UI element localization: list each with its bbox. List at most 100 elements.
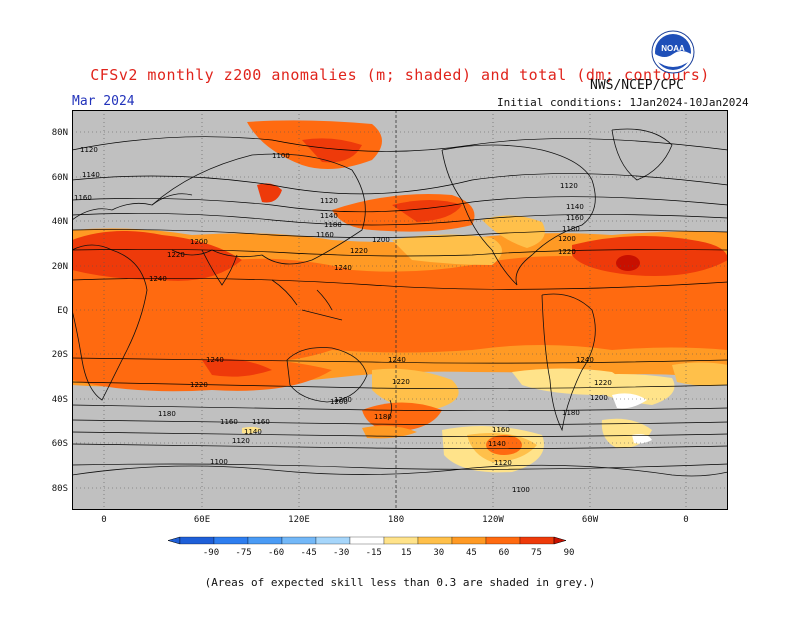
colorbar-swatch — [451, 536, 487, 545]
colorbar-swatch — [213, 536, 249, 545]
contour-label: 1140 — [488, 440, 506, 448]
colorbar-swatch — [179, 536, 215, 545]
lat-label: 20N — [52, 262, 68, 272]
colorbar-tick-label: 75 — [531, 548, 542, 558]
contour-label: 1160 — [492, 426, 510, 434]
colorbar-tick-label: 30 — [433, 548, 444, 558]
contour-label: 1100 — [512, 486, 530, 494]
longitude-axis: 0 60E 120E 180 120W 60W 0 — [101, 515, 688, 525]
colorbar-tick-label: -60 — [268, 548, 284, 558]
contour-label: 1180 — [374, 413, 392, 421]
lat-label: 60S — [52, 439, 68, 449]
contour-label: 1100 — [210, 458, 228, 466]
lat-label: 80S — [52, 484, 68, 494]
colorbar-swatch — [315, 536, 351, 545]
colorbar-swatch — [383, 536, 419, 545]
lon-label: 120E — [288, 515, 310, 525]
colorbar-min-triangle — [168, 536, 181, 545]
forecast-month: Mar 2024 — [72, 94, 135, 109]
height-contours — [72, 136, 728, 470]
skill-note: (Areas of expected skill less than 0.3 a… — [204, 576, 596, 589]
contour-label: 1240 — [334, 264, 352, 272]
contour-label: 1180 — [562, 225, 580, 233]
contour-label: 1180 — [324, 221, 342, 229]
lat-label: 60N — [52, 173, 68, 183]
colorbar-swatch — [349, 536, 385, 545]
contour-label: 1140 — [320, 212, 338, 220]
colorbar-tick-label: 45 — [466, 548, 477, 558]
contour-label: 1120 — [80, 146, 98, 154]
contour-label: 1140 — [82, 171, 100, 179]
lat-label: EQ — [57, 306, 68, 316]
contour-label: 1180 — [158, 410, 176, 418]
contour-label: 1160 — [220, 418, 238, 426]
contour-label: 1100 — [272, 152, 290, 160]
contour-label: 1220 — [594, 379, 612, 387]
contour-label: 1140 — [566, 203, 584, 211]
colorbar: -90 -75 -60 -45 -30 -15 15 30 45 60 75 90 — [168, 536, 575, 558]
colorbar-tick-label: 15 — [401, 548, 412, 558]
colorbar-max-triangle — [553, 536, 567, 545]
contour-label: 1200 — [590, 394, 608, 402]
colorbar-tick-label: -15 — [366, 548, 382, 558]
colorbar-tick-label: 60 — [498, 548, 509, 558]
lat-label: 40S — [52, 395, 68, 405]
lon-label: 0 — [683, 515, 688, 525]
contour-label: 1200 — [330, 398, 348, 406]
contour-label: 1160 — [74, 194, 92, 202]
contour-label: 1240 — [576, 356, 594, 364]
colorbar-swatch — [417, 536, 453, 545]
contour-label: 1220 — [558, 248, 576, 256]
contour-label: 1200 — [372, 236, 390, 244]
lon-label: 180 — [388, 515, 404, 525]
contour-labels: 1120 1100 1140 1160 1120 1140 1160 1180 … — [74, 146, 612, 494]
colorbar-swatch — [247, 536, 283, 545]
colorbar-swatch — [519, 536, 555, 545]
colorbar-swatch — [281, 536, 317, 545]
contour-label: 1220 — [350, 247, 368, 255]
colorbar-swatch — [485, 536, 521, 545]
contour-label: 1120 — [560, 182, 578, 190]
contour-label: 1120 — [494, 459, 512, 467]
contour-label: 1240 — [206, 356, 224, 364]
latitude-axis: 80N 60N 40N 20N EQ 20S 40S 60S 80S — [52, 128, 68, 494]
coastlines — [72, 128, 728, 477]
contour-label: 1120 — [232, 437, 250, 445]
agency-label: NWS/NCEP/CPC — [590, 78, 684, 93]
lat-label: 80N — [52, 128, 68, 138]
colorbar-tick-label: -45 — [301, 548, 317, 558]
contour-label: 1180 — [562, 409, 580, 417]
contour-label: 1200 — [558, 235, 576, 243]
contour-label: 1220 — [167, 251, 185, 259]
contour-label: 1140 — [244, 428, 262, 436]
colorbar-swatches — [168, 536, 567, 545]
lat-label: 40N — [52, 217, 68, 227]
colorbar-tick-label: 90 — [564, 548, 575, 558]
lat-label: 20S — [52, 350, 68, 360]
map-frame — [72, 110, 728, 510]
colorbar-tick-label: -30 — [333, 548, 349, 558]
initial-conditions: Initial conditions: 1Jan2024-10Jan2024 — [497, 96, 749, 109]
contour-label: 1160 — [316, 231, 334, 239]
logo-text: NOAA — [661, 44, 685, 53]
colorbar-tick-label: -75 — [235, 548, 251, 558]
noaa-logo: NOAA — [651, 30, 695, 74]
contour-label: 1160 — [252, 418, 270, 426]
lon-label: 0 — [101, 515, 106, 525]
chart-title: CFSv2 monthly z200 anomalies (m; shaded)… — [90, 66, 710, 84]
contour-label: 1220 — [190, 381, 208, 389]
colorbar-labels: -90 -75 -60 -45 -30 -15 15 30 45 60 75 90 — [203, 548, 575, 558]
colorbar-tick-label: -90 — [203, 548, 219, 558]
contour-label: 1200 — [190, 238, 208, 246]
anomaly-map: 1120 1100 1140 1160 1120 1140 1160 1180 … — [72, 110, 728, 510]
lon-label: 60W — [582, 515, 599, 525]
contour-label: 1240 — [388, 356, 406, 364]
contour-label: 1160 — [566, 214, 584, 222]
lon-label: 60E — [194, 515, 210, 525]
contour-label: 1240 — [149, 275, 167, 283]
contour-label: 1120 — [320, 197, 338, 205]
contour-label: 1200 — [334, 396, 352, 404]
lon-label: 120W — [482, 515, 504, 525]
graticule — [72, 110, 728, 510]
contour-label: 1220 — [392, 378, 410, 386]
